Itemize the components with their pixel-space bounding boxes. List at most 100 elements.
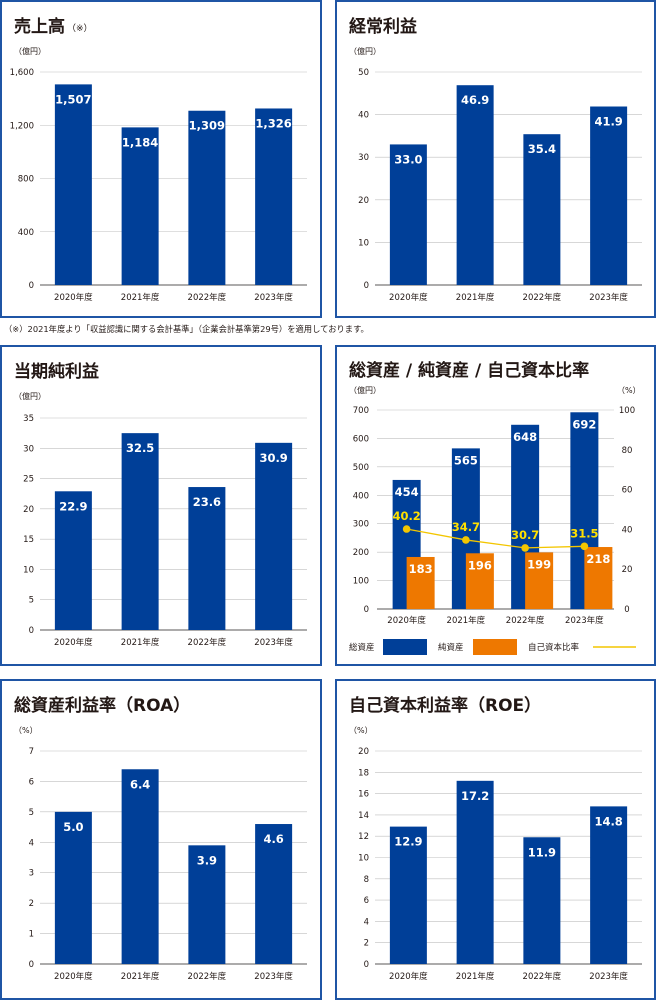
y-tick-label: 7: [29, 747, 34, 757]
y-tick-label: 2: [29, 899, 34, 909]
data-label: 22.9: [59, 499, 87, 513]
y-tick-label: 0: [364, 281, 369, 291]
x-tick-label: 2022年度: [523, 292, 562, 303]
data-label: 12.9: [394, 835, 422, 849]
y-tick-label: 800: [18, 175, 34, 185]
y2-tick-label: 100: [619, 406, 635, 416]
data-label: 11.9: [528, 845, 556, 859]
chart-title: 経常利益: [349, 16, 417, 37]
data-label: 46.9: [461, 93, 489, 107]
bar: [255, 108, 293, 285]
data-label: 17.2: [461, 789, 489, 803]
bar: [54, 811, 92, 964]
y-tick-label: 200: [353, 548, 369, 558]
x-tick-label: 2020年度: [54, 971, 93, 982]
x-tick-label: 2022年度: [188, 637, 227, 648]
data-label: 35.4: [528, 142, 556, 156]
y-tick-label: 0: [29, 960, 34, 970]
y-tick-label: 40: [358, 111, 369, 121]
bar: [389, 826, 427, 964]
legend-label-equity-ratio: 自己資本比率: [528, 642, 580, 653]
legend-label-total-assets: 総資産: [349, 642, 375, 653]
data-label: 32.5: [126, 441, 154, 455]
data-label: 5.0: [63, 820, 83, 834]
bar: [590, 806, 628, 964]
data-label-equity-ratio: 31.5: [570, 526, 598, 540]
y-axis-unit-right: （%）: [617, 386, 641, 395]
y-tick-label: 1,200: [10, 121, 34, 131]
bar: [188, 845, 226, 964]
bar-net-assets: [406, 556, 435, 609]
x-tick-label: 2023年度: [589, 292, 628, 303]
chart-title: 当期純利益: [14, 361, 99, 382]
data-label: 41.9: [594, 115, 622, 129]
netincome-chart-panel: 当期純利益 （億円） 0 5 10 15 20 25 30 35 22.9 2020年度 32.5 202…: [0, 345, 322, 666]
bar: [121, 769, 159, 964]
y-tick-label: 35: [23, 414, 34, 424]
data-label: 1,184: [122, 135, 158, 149]
y2-tick-label: 60: [622, 486, 633, 496]
x-tick-label: 2023年度: [589, 971, 628, 982]
bar: [389, 144, 427, 285]
y-tick-label: 100: [353, 577, 369, 587]
y-tick-label: 0: [29, 626, 34, 636]
ordinary-chart-panel: 経常利益 （億円） 0 10 20 30 40 50 33.0 2020年度 46.9 2021年度 3…: [335, 0, 656, 318]
bar: [54, 491, 92, 630]
footnote: （※）2021年度より「収益認識に関する会計基準」（企業会計基準第29号）を適用…: [4, 324, 369, 334]
y2-tick-label: 80: [622, 446, 633, 456]
x-tick-label: 2020年度: [54, 637, 93, 648]
data-label: 23.6: [193, 495, 221, 509]
bar: [255, 824, 293, 964]
bar: [456, 85, 494, 286]
x-tick-label: 2022年度: [188, 971, 227, 982]
sales-chart-panel: 売上高 （※） （億円） 0 400 800 1,200 1,600 1,507 2020年度 1,…: [0, 0, 322, 318]
y-tick-label: 0: [29, 281, 34, 291]
roe-chart: 自己資本利益率（ROE） （%） 0 2 4 6 8 10 12 14 16 18 20 12.9 2020…: [349, 695, 642, 982]
x-tick-label: 2021年度: [456, 971, 495, 982]
y2-tick-label: 20: [622, 565, 633, 575]
equity-ratio-line: [406, 528, 585, 549]
y-tick-label: 5: [29, 596, 34, 606]
y-tick-label: 5: [29, 808, 34, 818]
y-tick-label: 18: [358, 768, 369, 778]
y-tick-label: 16: [358, 790, 369, 800]
roe-chart-panel: 自己資本利益率（ROE） （%） 0 2 4 6 8 10 12 14 16 18 20 12.9 2020…: [335, 679, 656, 1000]
chart-title: 自己資本利益率（ROE）: [349, 695, 541, 716]
bar: [523, 837, 561, 964]
data-label: 4.6: [263, 832, 283, 846]
x-tick-label: 2022年度: [523, 971, 562, 982]
roa-chart: 総資産利益率（ROA） （%） 0 1 2 3 4 5 6 7 5.0 2020年度 6.4 2021年度…: [14, 695, 307, 982]
data-label-total-assets: 692: [572, 417, 596, 431]
y2-tick-label: 40: [622, 525, 633, 535]
x-tick-label: 2023年度: [565, 615, 604, 626]
roa-chart-panel: 総資産利益率（ROA） （%） 0 1 2 3 4 5 6 7 5.0 2020年度 6.4 2021年度…: [0, 679, 322, 1000]
bar: [121, 433, 159, 630]
equity-ratio-point: [521, 544, 529, 552]
bar: [121, 127, 159, 285]
bar-net-assets: [525, 552, 554, 609]
bar: [188, 110, 226, 285]
data-label-total-assets: 565: [454, 453, 478, 467]
ordinary-income-chart: 経常利益 （億円） 0 10 20 30 40 50 33.0 2020年度 46.9 2021年度 3…: [349, 16, 642, 303]
data-label: 1,326: [255, 116, 291, 130]
y-tick-label: 2: [364, 939, 369, 949]
bar: [255, 442, 293, 630]
y-tick-label: 400: [353, 491, 369, 501]
assets-chart: 総資産 / 純資産 / 自己資本比率（億円） （%）010020030040050…: [349, 360, 641, 655]
data-label: 6.4: [130, 777, 150, 791]
data-label-equity-ratio: 40.2: [392, 509, 420, 523]
y-tick-label: 20: [23, 505, 34, 515]
y-tick-label: 10: [358, 238, 369, 248]
x-tick-label: 2020年度: [389, 292, 428, 303]
bar-net-assets: [584, 547, 613, 609]
x-tick-label: 2023年度: [254, 971, 293, 982]
y-tick-label: 4: [29, 838, 34, 848]
y-axis-unit: （%）: [349, 726, 373, 735]
data-label-total-assets: 454: [395, 485, 419, 499]
x-tick-label: 2022年度: [188, 292, 227, 303]
bar: [456, 780, 494, 964]
assets-chart-panel: 総資産 / 純資産 / 自己資本比率 （億円） （%） 0 100 200 300 400 50…: [335, 345, 656, 666]
y-tick-label: 8: [364, 875, 369, 885]
data-label-equity-ratio: 30.7: [511, 528, 539, 542]
chart-title: 総資産 / 純資産 / 自己資本比率: [349, 360, 589, 381]
